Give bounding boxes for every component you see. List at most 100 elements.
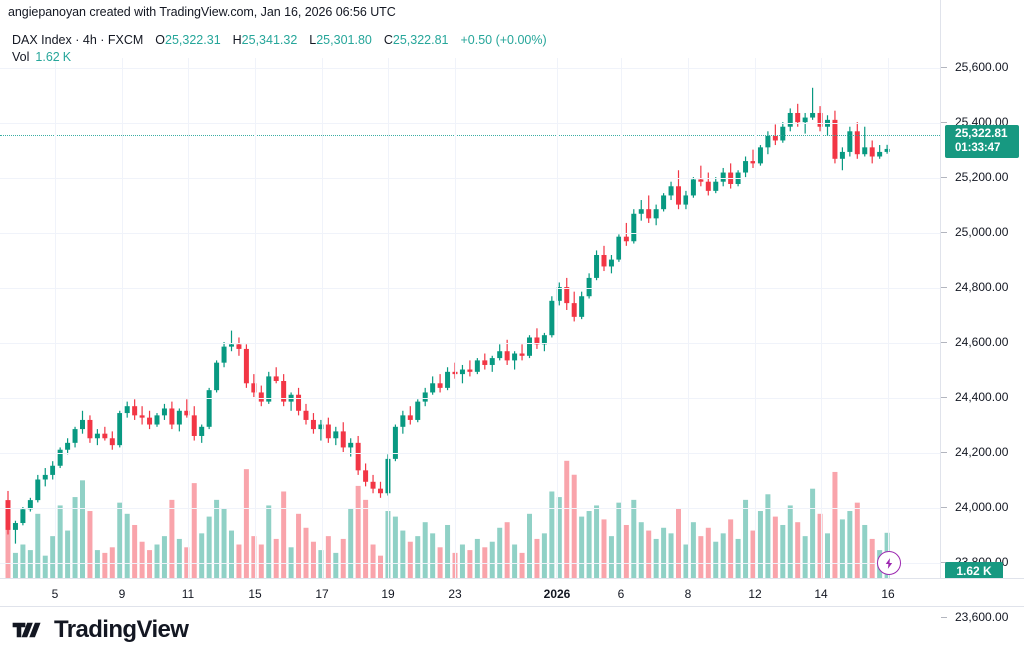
tick-dash xyxy=(941,287,947,288)
candle-body xyxy=(743,161,749,173)
volume-bar xyxy=(109,547,115,578)
candle-body xyxy=(802,117,808,123)
volume-bar xyxy=(817,513,823,578)
candle-wick xyxy=(409,406,411,425)
volume-bar xyxy=(42,555,48,578)
candle-body xyxy=(527,337,532,356)
current-price-badge[interactable]: 25,322.81 01:33:47 xyxy=(945,125,1019,158)
candle-body xyxy=(839,151,845,159)
volume-bar xyxy=(638,522,644,578)
legend-symbol[interactable]: DAX Index · 4h · FXCM xyxy=(12,33,144,47)
candle-wick xyxy=(521,344,523,361)
candle-body xyxy=(437,383,443,388)
price-axis-tick: 25,600.00 xyxy=(941,60,1024,74)
candle-body xyxy=(191,415,197,436)
lightning-bolt-icon[interactable] xyxy=(877,551,901,575)
candle-wick xyxy=(141,406,143,425)
volume-bar xyxy=(497,527,503,578)
volume-bar xyxy=(802,536,808,578)
grid-line-vertical xyxy=(122,58,123,578)
volume-bar xyxy=(72,497,78,578)
grid-line-horizontal xyxy=(0,563,940,564)
candle-body xyxy=(132,406,138,416)
volume-bar xyxy=(310,541,316,578)
tradingview-footer-logo[interactable]: TradingView xyxy=(12,618,189,642)
candle-body xyxy=(780,126,786,141)
grid-line-horizontal xyxy=(0,398,940,399)
time-axis-tick-label: 14 xyxy=(814,587,828,601)
candle-body xyxy=(579,296,585,317)
grid-line-vertical xyxy=(557,58,558,578)
candle-body xyxy=(400,415,406,427)
candle-body xyxy=(720,172,726,182)
volume-bar xyxy=(65,530,71,578)
volume-bar xyxy=(437,547,443,578)
volume-bar xyxy=(191,483,197,578)
volume-bar xyxy=(668,533,674,578)
tradingview-logo-mark xyxy=(12,622,41,638)
candle-body xyxy=(229,344,234,347)
candle-body xyxy=(847,131,853,152)
price-axis-tick: 23,600.00 xyxy=(941,610,1024,624)
candle-body xyxy=(355,442,361,471)
volume-bar xyxy=(12,552,18,578)
volume-bar xyxy=(161,536,167,578)
candle-body xyxy=(176,410,182,425)
volume-bar xyxy=(549,491,555,578)
grid-line-horizontal xyxy=(0,123,940,124)
candle-body xyxy=(72,429,78,443)
candle-body xyxy=(497,351,503,359)
volume-bar xyxy=(698,536,704,578)
candle-body xyxy=(705,181,711,191)
candle-wick xyxy=(864,126,866,157)
candle-body xyxy=(556,287,562,301)
candle-body xyxy=(35,479,41,501)
candle-body xyxy=(348,442,354,448)
price-axis-tick-label: 24,200.00 xyxy=(955,445,1009,459)
volume-value-badge[interactable]: 1.62 K xyxy=(945,562,1003,580)
candle-body xyxy=(772,135,778,141)
candle-body xyxy=(340,431,346,448)
time-axis-tick-label: 11 xyxy=(181,587,195,601)
legend-volume-unit: K xyxy=(62,50,72,64)
candle-body xyxy=(94,433,100,439)
candle-body xyxy=(787,112,793,127)
volume-bar xyxy=(378,555,383,578)
candle-body xyxy=(586,277,592,297)
volume-bar xyxy=(229,530,234,578)
volume-bar xyxy=(601,519,607,578)
candle-body xyxy=(117,413,123,446)
legend-ohlc-row: DAX Index · 4h · FXCM O25,322.31 H25,341.3… xyxy=(12,32,547,48)
volume-bar xyxy=(839,519,845,578)
time-axis[interactable]: 5 9 11 15 17 19 23 2026 6 8 12 14 16 xyxy=(0,578,1024,607)
volume-bar xyxy=(720,533,726,578)
price-axis[interactable]: 25,600.00 25,400.00 25,200.00 25,000.00 24,8… xyxy=(940,0,1024,624)
candle-body xyxy=(378,488,383,494)
candle-body xyxy=(653,209,659,219)
candle-body xyxy=(474,360,480,372)
volume-bar xyxy=(579,516,585,578)
chart-legend: DAX Index · 4h · FXCM O25,322.31 H25,341.3… xyxy=(12,32,547,65)
tick-dash xyxy=(941,67,947,68)
volume-bar xyxy=(489,541,495,578)
chart-plot-area[interactable] xyxy=(0,58,940,578)
candle-wick xyxy=(648,195,650,223)
candle-body xyxy=(854,131,860,155)
grid-line-vertical xyxy=(888,58,889,578)
volume-bar xyxy=(407,541,413,578)
candle-body xyxy=(668,186,674,196)
volume-bar xyxy=(370,544,376,578)
candle-body xyxy=(482,360,488,365)
volume-bar xyxy=(199,533,205,578)
candle-body xyxy=(385,458,391,494)
candle-body xyxy=(862,147,868,155)
volume-bar xyxy=(705,527,711,578)
volume-bar xyxy=(713,541,719,578)
time-axis-tick-label: 16 xyxy=(881,587,895,601)
bottom-divider xyxy=(0,606,1024,607)
candle-wick xyxy=(230,330,233,352)
candle-wick xyxy=(290,392,292,411)
candle-body xyxy=(333,431,339,439)
grid-line-vertical xyxy=(388,58,389,578)
candle-body xyxy=(676,186,681,205)
